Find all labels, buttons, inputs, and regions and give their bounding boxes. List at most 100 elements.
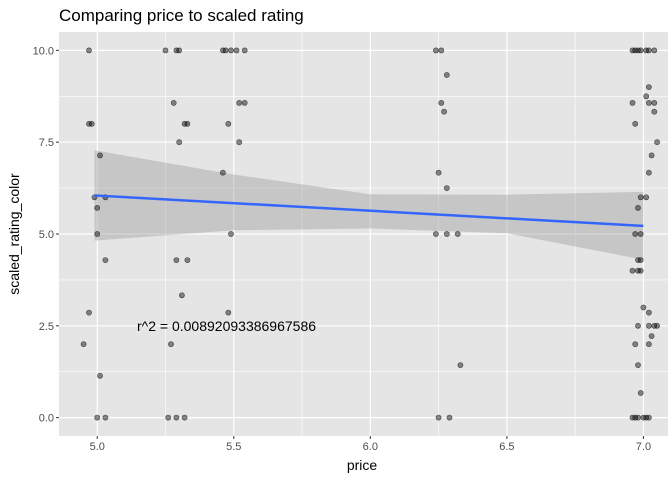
x-tick-label: 6.0 [363,441,378,453]
data-point [441,108,447,115]
data-point [648,152,655,159]
data-point [88,120,95,127]
data-point [635,414,641,421]
data-point [438,100,445,106]
data-point [241,100,248,106]
data-point [654,139,660,146]
data-point [454,231,461,237]
data-point [637,231,644,237]
x-tick-label: 7.0 [636,441,651,453]
data-point [632,341,639,348]
data-point [170,100,177,106]
data-point [236,100,243,106]
data-point [438,47,445,54]
data-point [646,100,652,106]
data-point [102,257,109,263]
data-point [637,257,644,263]
data-point [165,414,172,421]
data-point [233,47,240,54]
x-tick-label: 6.5 [499,441,514,453]
data-point [80,341,87,348]
data-point [435,414,442,421]
data-point [102,414,109,421]
confidence-band [94,150,644,260]
y-tick-label: 10.0 [33,45,54,57]
data-point [432,231,439,237]
data-point [637,194,644,201]
data-point [94,414,101,421]
data-point [94,204,101,211]
data-point [443,231,450,237]
data-point [97,372,103,379]
data-point [443,72,450,78]
data-point [184,257,191,263]
data-point [225,309,232,316]
data-point [181,414,188,421]
data-point [643,194,650,201]
data-point [648,333,655,339]
data-point [640,304,647,311]
data-point [178,292,185,299]
data-point [241,47,248,54]
data-point [446,414,453,421]
data-point [651,108,658,115]
data-point [97,152,103,159]
regression-line-layer [94,194,644,228]
data-point [635,204,641,211]
data-point [637,390,644,396]
data-point [651,47,658,54]
y-tick-label: 5.0 [39,229,54,241]
data-point [635,362,641,368]
data-point [168,341,174,348]
data-point [435,169,442,176]
y-axis-title: scaled_rating_color [6,173,22,295]
data-point [173,257,180,263]
data-point [646,341,652,348]
y-tick-label: 7.5 [39,137,54,149]
y-tick-label: 2.5 [39,321,54,333]
data-point [635,322,641,329]
data-point [86,47,92,54]
data-point [629,267,636,274]
y-tick-label: 0.0 [39,413,54,425]
data-point [632,120,639,127]
data-point [176,47,183,54]
data-point [646,47,652,54]
data-point [184,120,191,127]
x-axis-title: price [347,457,378,473]
data-point [651,100,658,106]
points-layer [80,47,660,421]
chart-title: Comparing price to scaled rating [59,6,304,25]
data-point [654,322,660,329]
data-point [162,47,169,54]
data-point [432,47,439,54]
data-point [176,139,183,146]
x-tick-label: 5.0 [90,441,105,453]
data-point [646,309,652,316]
data-point [637,267,644,274]
x-tick-label: 5.5 [226,441,241,453]
data-point [457,362,464,368]
data-point [646,322,652,329]
r-squared-annotation: r^2 = 0.00892093386967586 [137,318,316,334]
regression-line [94,194,644,228]
data-point [646,414,652,421]
data-point [646,84,652,90]
data-point [646,169,652,176]
data-point [228,47,234,54]
data-point [629,100,636,106]
data-point [228,231,234,237]
x-axis-ticks: 5.0 5.5 6.0 6.5 7.0 [90,436,651,453]
data-point [225,120,232,127]
confidence-band-layer [94,150,644,260]
data-point [632,231,639,237]
data-point [94,231,101,237]
data-point [236,139,243,146]
data-point [219,169,226,176]
data-point [222,47,229,54]
data-point [637,47,644,54]
data-point [443,185,450,191]
data-point [86,309,92,316]
data-point [643,93,650,100]
